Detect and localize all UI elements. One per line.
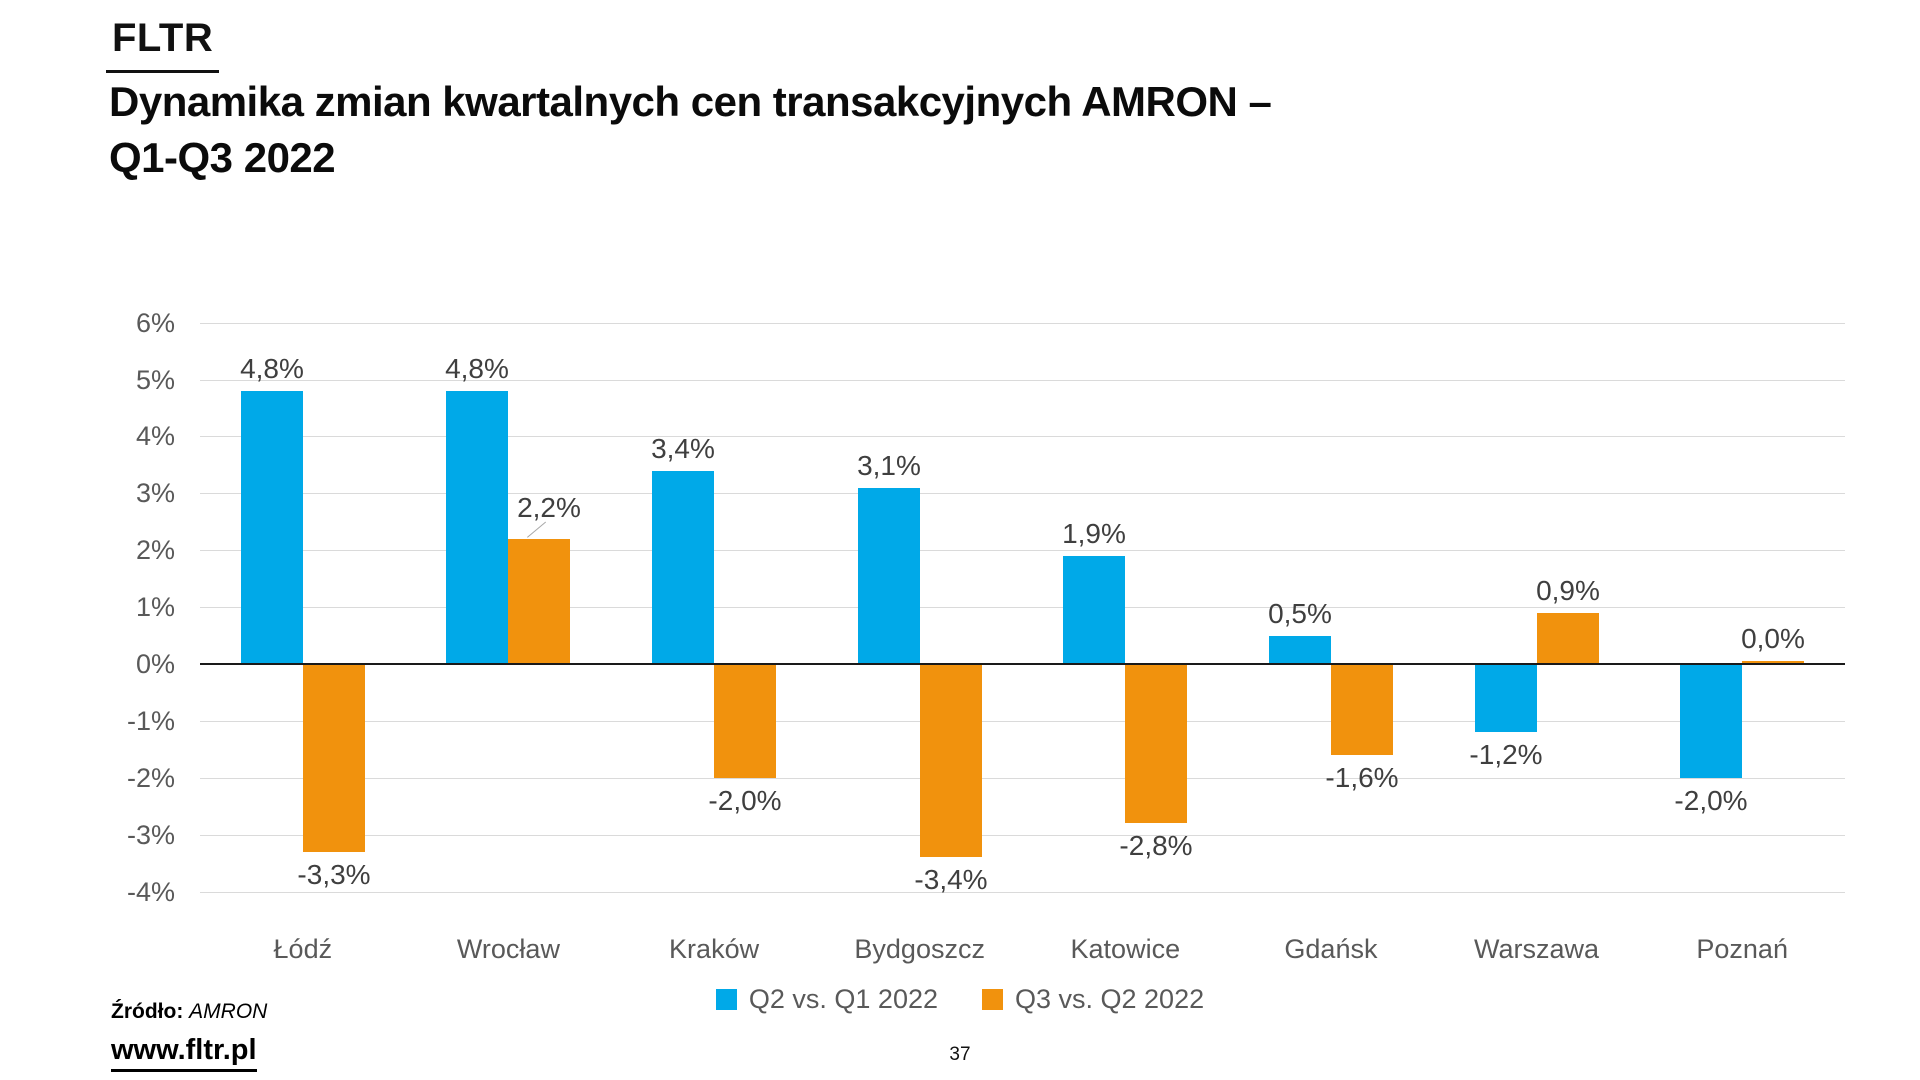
label-leader-line [527, 521, 547, 538]
legend-swatch [715, 989, 737, 1010]
x-category-label: Łódź [273, 934, 333, 964]
bar-value-label: -1,2% [1469, 739, 1543, 770]
legend-swatch [982, 989, 1003, 1010]
bar-value-label: 4,8% [240, 353, 304, 384]
source-label: Źródło: [111, 1000, 184, 1023]
website-link[interactable]: www.fltr.pl [111, 1034, 257, 1072]
y-tick-label: -3% [126, 820, 175, 850]
bar-value-label: -3,3% [297, 859, 371, 890]
x-category-label: Katowice [1070, 934, 1181, 964]
gridline [200, 892, 1845, 893]
bar [1680, 664, 1742, 778]
y-tick-label: -1% [126, 706, 175, 736]
gridline [200, 607, 1845, 608]
bar-value-label: -2,0% [708, 785, 782, 816]
bar [1537, 613, 1599, 664]
brand-logo: FLTR [112, 16, 214, 60]
bar [241, 391, 303, 664]
gridline [200, 550, 1845, 551]
page-title-line1: Dynamika zmian kwartalnych cen transakcy… [109, 78, 1272, 125]
legend-item: Q2 vs. Q1 2022 [715, 984, 938, 1015]
bar-value-label: 3,4% [651, 433, 715, 464]
x-category-label: Warszawa [1474, 934, 1600, 964]
x-category-label: Gdańsk [1284, 934, 1378, 964]
legend-item: Q3 vs. Q2 2022 [982, 984, 1204, 1015]
bar [714, 664, 776, 778]
gridline [200, 835, 1845, 836]
y-tick-label: -4% [126, 877, 175, 907]
legend-label: Q2 vs. Q1 2022 [748, 984, 938, 1014]
bar [858, 488, 920, 664]
page-title-line2: Q1-Q3 2022 [109, 133, 336, 181]
x-category-label: Poznań [1696, 934, 1788, 964]
source-value: AMRON [189, 1000, 268, 1023]
bar [1063, 556, 1125, 664]
bar-value-label: 0,9% [1536, 575, 1600, 606]
bar [1269, 636, 1331, 664]
gridline [200, 380, 1845, 381]
y-tick-label: 2% [135, 535, 175, 565]
y-tick-label: 1% [135, 592, 175, 622]
bar-value-label: 3,1% [857, 450, 921, 481]
y-tick-label: -2% [126, 763, 175, 793]
bar [920, 664, 982, 857]
zero-axis-line [200, 663, 1845, 665]
y-tick-label: 5% [135, 365, 175, 395]
y-tick-label: 0% [135, 649, 175, 679]
bar [446, 391, 508, 664]
bar [508, 539, 570, 664]
bar [1125, 664, 1187, 823]
bar [652, 471, 714, 664]
bar [1331, 664, 1393, 755]
x-category-label: Bydgoszcz [854, 934, 985, 964]
gridline [200, 493, 1845, 494]
bar-value-label: -2,8% [1119, 830, 1193, 861]
y-tick-label: 6% [135, 308, 175, 338]
bar-value-label: 1,9% [1062, 518, 1126, 549]
bar-value-label: 0,5% [1268, 598, 1332, 629]
x-category-label: Wrocław [456, 934, 560, 964]
bar-value-label: -2,0% [1674, 785, 1748, 816]
gridline [200, 436, 1845, 437]
gridline [200, 721, 1845, 722]
bar-value-label: -3,4% [914, 864, 988, 895]
gridline [200, 323, 1845, 324]
bar [303, 664, 365, 852]
page-number: 37 [949, 1044, 971, 1065]
bar [1742, 661, 1804, 664]
brand-underline [106, 70, 219, 73]
y-tick-label: 3% [135, 478, 175, 508]
bar-value-label: 0,0% [1741, 623, 1805, 654]
page-title: Dynamika zmian kwartalnych cen transakcy… [109, 74, 1272, 186]
gridline [200, 778, 1845, 779]
source-note: Źródło: AMRON [111, 1000, 267, 1024]
legend-label: Q3 vs. Q2 2022 [1015, 984, 1205, 1014]
x-category-label: Kraków [669, 934, 760, 964]
bar-value-label: 2,2% [517, 492, 581, 523]
chart-legend: Q2 vs. Q1 2022 Q3 vs. Q2 2022 [0, 984, 1920, 1015]
bar-value-label: -1,6% [1325, 762, 1399, 793]
bar [1475, 664, 1537, 732]
y-tick-label: 4% [135, 421, 175, 451]
bar-value-label: 4,8% [445, 353, 509, 384]
